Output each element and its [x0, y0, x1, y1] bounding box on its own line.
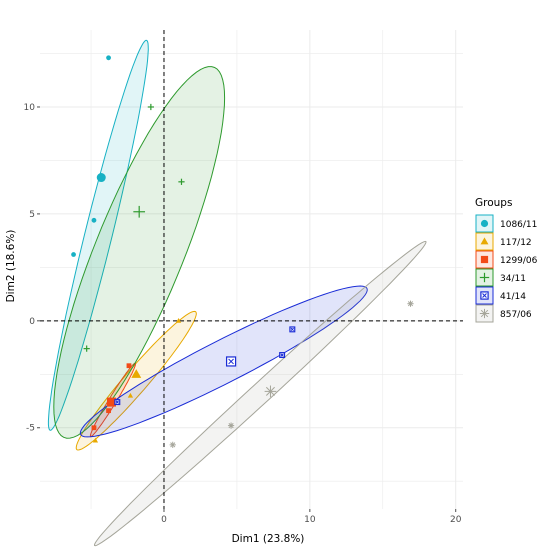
y-axis-title: Dim2 (18.6%) [5, 230, 17, 303]
y-tick-label: 5 [29, 210, 35, 220]
centroid-41-14 [225, 356, 237, 367]
point-34-11 [178, 178, 185, 185]
x-axis-title: Dim1 (23.8%) [232, 533, 305, 545]
legend-label-34-11: 34/11 [500, 274, 526, 284]
confidence-ellipses [47, 39, 427, 547]
legend-label-117-12: 117/12 [500, 238, 532, 248]
legend-label-1086-11: 1086/11 [500, 220, 537, 230]
legend-item-1299-06: 1299/06 [475, 250, 538, 269]
point-857-06 [227, 422, 235, 429]
legend-item-41-14: 41/14 [475, 286, 526, 305]
y-tick-label: -5 [26, 424, 35, 434]
x-axis-ticks: 0 10 20 [161, 509, 462, 525]
point-1299-06 [106, 408, 111, 414]
ellipse-117-12 [75, 310, 197, 451]
legend-item-34-11: 34/11 [475, 268, 526, 287]
point-34-11 [147, 103, 154, 111]
point-41-14 [279, 352, 286, 359]
point-1086-11 [71, 252, 76, 257]
x-tick-label: 20 [450, 515, 462, 525]
x-tick-label: 0 [161, 515, 167, 525]
legend: Groups 1086/11 117/12 1299/06 34/11 41/14 857… [475, 197, 538, 323]
legend-label-41-14: 41/14 [500, 292, 526, 302]
legend-marker-1299-06 [480, 255, 489, 264]
reference-lines [40, 30, 463, 509]
y-tick-label: 0 [29, 317, 35, 327]
point-1086-11 [106, 55, 111, 61]
point-117-12 [92, 437, 99, 443]
y-tick-label: 10 [24, 103, 36, 113]
legend-marker-857-06 [479, 308, 490, 319]
point-857-06 [169, 441, 176, 448]
legend-item-117-12: 117/12 [475, 232, 532, 251]
x-tick-label: 10 [304, 515, 316, 525]
centroid-34-11 [133, 205, 146, 218]
legend-marker-34-11 [479, 272, 490, 283]
point-857-06 [407, 300, 414, 307]
data-points [71, 55, 414, 448]
y-axis-ticks: -5 0 5 10 [24, 103, 40, 434]
legend-label-857-06: 857/06 [500, 310, 532, 320]
point-117-12 [127, 392, 134, 398]
point-41-14 [289, 326, 296, 333]
legend-title: Groups [475, 197, 512, 209]
point-117-12 [175, 318, 182, 323]
legend-marker-41-14 [480, 291, 489, 300]
legend-label-1299-06: 1299/06 [500, 256, 538, 266]
centroid-857-06 [264, 385, 277, 398]
legend-marker-1086-11 [480, 219, 489, 228]
legend-item-1086-11: 1086/11 [475, 214, 537, 233]
point-1299-06 [91, 425, 97, 431]
point-34-11 [83, 345, 90, 352]
centroid-1086-11 [96, 173, 106, 183]
point-41-14 [114, 399, 121, 406]
ellipse-34-11 [53, 66, 226, 439]
ellipse-857-06 [93, 240, 427, 547]
point-1299-06 [126, 363, 132, 369]
centroid-117-12 [131, 369, 142, 378]
legend-marker-117-12 [480, 237, 489, 245]
centroid-1299-06 [106, 397, 116, 407]
point-1086-11 [91, 217, 97, 223]
legend-item-857-06: 857/06 [475, 304, 532, 323]
